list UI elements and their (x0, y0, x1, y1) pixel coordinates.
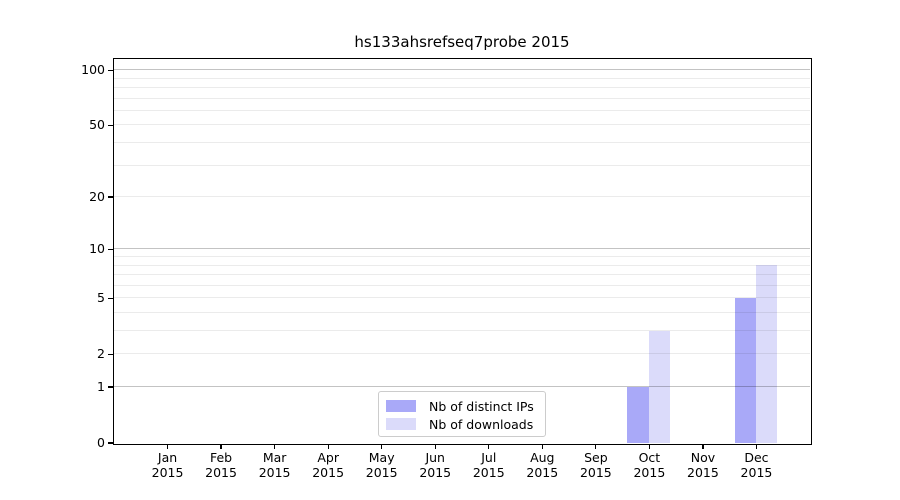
y-tick-label: 5 (97, 290, 105, 306)
x-tick-year: 2015 (365, 465, 398, 480)
minor-gridline (113, 124, 810, 126)
major-gridline (113, 248, 810, 250)
x-tick-year: 2015 (419, 465, 452, 480)
x-tick-label: Oct 2015 (621, 450, 677, 480)
x-tick-mark (648, 444, 651, 449)
x-tick-month: Feb (209, 450, 233, 465)
x-tick-label: Mar 2015 (247, 450, 303, 480)
x-tick-label: Dec 2015 (728, 450, 784, 480)
legend-label-downloads: Nb of downloads (429, 416, 534, 432)
y-tick-mark (107, 297, 114, 299)
x-tick-mark (166, 444, 169, 449)
x-tick-label: May 2015 (354, 450, 410, 480)
distinct-ips-swatch-icon (386, 400, 416, 412)
x-tick-label: Feb 2015 (193, 450, 249, 480)
x-tick-mark (755, 444, 758, 449)
y-tick-mark (107, 386, 114, 388)
x-tick-year: 2015 (258, 465, 291, 480)
minor-gridline (113, 196, 810, 198)
x-tick-year: 2015 (687, 465, 719, 480)
bar-distinct-ips (734, 297, 756, 443)
x-tick-label: Apr 2015 (300, 450, 356, 480)
legend-item-downloads: Nb of downloads (386, 415, 537, 433)
x-tick-label: Nov 2015 (675, 450, 731, 480)
x-tick-month: Aug (530, 450, 555, 465)
bar-distinct-ips (627, 386, 649, 443)
legend-label-distinct-ips: Nb of distinct IPs (429, 398, 534, 414)
y-tick-label: 20 (89, 189, 105, 205)
minor-gridline (113, 297, 810, 299)
y-tick-label: 1 (97, 379, 105, 394)
x-tick-mark (381, 444, 383, 449)
y-tick-mark (107, 69, 114, 71)
y-tick-mark (107, 124, 114, 127)
y-tick-label: 10 (89, 241, 105, 257)
x-tick-label: Jul 2015 (461, 450, 517, 480)
minor-gridline (113, 97, 810, 99)
minor-gridline (113, 255, 810, 257)
x-tick-label: Aug 2015 (514, 450, 570, 480)
x-tick-year: 2015 (151, 465, 184, 480)
x-tick-year: 2015 (740, 465, 773, 480)
x-tick-year: 2015 (205, 465, 237, 480)
y-tick-mark (107, 196, 114, 198)
x-tick-year: 2015 (312, 465, 345, 480)
major-gridline (113, 385, 810, 388)
x-tick-month: Nov (690, 450, 716, 465)
x-tick-mark (595, 444, 597, 449)
x-tick-mark (220, 444, 222, 449)
y-tick-mark (107, 248, 114, 250)
minor-gridline (113, 330, 810, 331)
x-tick-year: 2015 (633, 465, 666, 480)
x-tick-label: Jun 2015 (407, 450, 463, 480)
legend-item-distinct-ips: Nb of distinct IPs (386, 397, 537, 415)
minor-gridline (113, 142, 810, 143)
downloads-swatch-icon (386, 418, 416, 430)
y-tick-label: 0 (97, 435, 105, 450)
grid-layer (113, 59, 810, 443)
minor-gridline (113, 353, 810, 355)
x-tick-month: Jul (481, 450, 497, 465)
x-tick-month: Oct (638, 450, 661, 465)
x-tick-label: Sep 2015 (568, 450, 624, 480)
minor-gridline (113, 109, 810, 111)
minor-gridline (113, 77, 810, 79)
minor-gridline (113, 274, 810, 276)
x-tick-mark (541, 444, 543, 449)
x-tick-month: Jan (157, 450, 178, 465)
x-tick-month: Apr (317, 450, 339, 465)
chart-title: hs133ahsrefseq7probe 2015 (354, 33, 570, 51)
x-tick-month: Sep (584, 450, 608, 465)
x-tick-year: 2015 (472, 465, 505, 480)
x-tick-mark (327, 444, 329, 449)
x-tick-label: Jan 2015 (140, 450, 196, 480)
x-tick-mark (273, 444, 276, 449)
minor-gridline (113, 264, 810, 266)
x-tick-month: Dec (744, 450, 769, 465)
plot-area (112, 57, 812, 445)
legend: Nb of distinct IPs Nb of downloads (378, 391, 546, 437)
x-tick-year: 2015 (579, 465, 612, 480)
x-tick-mark (434, 444, 436, 449)
x-tick-mark (488, 444, 490, 449)
x-tick-year: 2015 (526, 465, 559, 480)
minor-gridline (113, 87, 810, 88)
y-tick-mark (107, 442, 114, 444)
y-tick-label: 50 (89, 117, 105, 133)
minor-gridline (113, 284, 810, 286)
y-tick-mark (107, 353, 114, 355)
minor-gridline (113, 311, 810, 313)
major-gridline (113, 69, 810, 71)
y-tick-label: 100 (81, 62, 105, 78)
x-tick-month: Mar (262, 450, 287, 465)
y-tick-label: 2 (97, 346, 105, 362)
x-tick-month: May (368, 450, 395, 465)
minor-gridline (113, 164, 810, 166)
x-tick-month: Jun (425, 450, 445, 465)
x-tick-mark (702, 444, 704, 449)
